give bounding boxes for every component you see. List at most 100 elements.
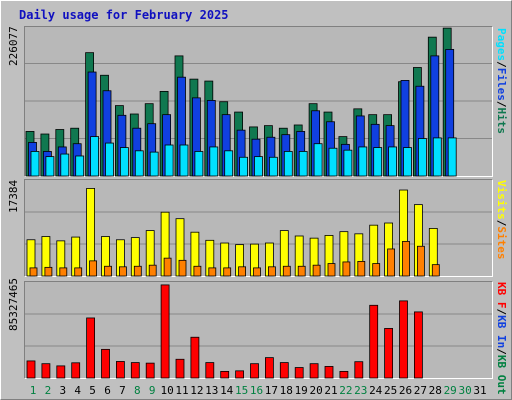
bar-pages-day-7 — [120, 147, 129, 177]
bar-sites-day-6 — [104, 265, 112, 277]
x-tick-label-3: 3 — [59, 384, 66, 397]
bar-kb-day-17 — [264, 357, 274, 379]
bar-pages-day-18 — [283, 151, 293, 177]
bar-sites-day-11 — [178, 259, 187, 277]
bar-sites-day-23 — [357, 261, 366, 277]
x-tick-label-15: 15 — [235, 384, 248, 397]
bar-pages-day-2 — [45, 156, 55, 177]
bar-kb-day-12 — [190, 336, 200, 379]
bar-kb-day-26 — [399, 300, 408, 379]
bar-kb-day-21 — [324, 366, 334, 379]
bar-sites-day-2 — [44, 266, 53, 277]
bar-sites-day-20 — [312, 264, 321, 277]
bar-sites-day-18 — [282, 265, 291, 277]
bar-kb-day-4 — [71, 362, 81, 379]
x-tick-label-16: 16 — [250, 384, 263, 397]
bar-kb-day-1 — [26, 360, 36, 379]
bar-kb-day-27 — [413, 311, 423, 379]
bar-kb-day-20 — [309, 363, 319, 379]
bar-sites-day-17 — [267, 266, 276, 277]
bar-kb-day-19 — [294, 367, 304, 379]
bar-kb-day-15 — [235, 370, 245, 379]
bar-kb-day-22 — [339, 370, 349, 379]
bar-sites-day-14 — [223, 267, 232, 277]
bar-kb-day-7 — [116, 361, 125, 379]
x-tick-label-19: 19 — [295, 384, 308, 397]
bar-kb-day-11 — [175, 358, 185, 379]
bar-kb-day-23 — [354, 361, 364, 379]
bar-sites-day-22 — [342, 261, 351, 277]
bar-sites-day-16 — [253, 267, 261, 277]
bar-pages-day-29 — [447, 137, 457, 177]
x-tick-label-21: 21 — [324, 384, 337, 397]
chart-title: Daily usage for February 2025 — [19, 8, 229, 22]
bar-pages-day-22 — [343, 149, 353, 177]
bar-sites-day-24 — [372, 263, 381, 277]
x-tick-label-30: 30 — [458, 384, 471, 397]
bar-pages-day-21 — [328, 147, 338, 177]
bar-pages-day-25 — [388, 146, 398, 177]
bar-kb-day-24 — [369, 304, 379, 379]
bar-pages-day-20 — [313, 143, 323, 177]
bar-pages-day-19 — [298, 151, 308, 177]
x-tick-label-28: 28 — [429, 384, 442, 397]
bar-pages-day-12 — [194, 151, 204, 177]
bar-sites-day-28 — [431, 264, 440, 277]
x-tick-label-18: 18 — [280, 384, 293, 397]
bar-sites-day-25 — [387, 248, 396, 277]
bar-kb-day-18 — [279, 362, 289, 379]
bar-sites-day-27 — [416, 245, 425, 277]
bar-pages-day-26 — [403, 147, 412, 177]
x-tick-label-6: 6 — [104, 384, 111, 397]
bar-kb-day-3 — [56, 365, 66, 379]
bar-kb-day-16 — [250, 363, 259, 379]
bar-sites-day-3 — [59, 267, 68, 277]
bar-pages-day-28 — [432, 137, 442, 177]
bar-pages-day-17 — [268, 156, 278, 177]
bar-pages-day-9 — [149, 151, 159, 177]
bar-sites-day-19 — [297, 265, 306, 277]
x-tick-label-13: 13 — [205, 384, 218, 397]
x-tick-label-4: 4 — [74, 384, 81, 397]
bar-sites-day-1 — [29, 267, 38, 277]
bar-sites-day-9 — [148, 264, 157, 277]
bar-sites-day-4 — [74, 267, 83, 277]
bar-kb-day-5 — [86, 317, 95, 379]
x-tick-label-25: 25 — [384, 384, 397, 397]
x-tick-label-24: 24 — [369, 384, 383, 397]
x-tick-label-9: 9 — [149, 384, 156, 397]
bar-pages-day-14 — [224, 150, 234, 177]
x-tick-label-31: 31 — [473, 384, 486, 397]
bar-sites-day-26 — [402, 240, 410, 277]
x-tick-label-20: 20 — [309, 384, 322, 397]
bar-kb-day-13 — [205, 362, 215, 379]
bar-sites-day-12 — [193, 265, 202, 277]
bar-sites-day-15 — [238, 266, 247, 277]
bar-pages-day-6 — [105, 142, 114, 177]
bar-sites-day-5 — [89, 260, 97, 277]
bar-pages-day-16 — [254, 156, 263, 177]
x-tick-label-14: 14 — [220, 384, 234, 397]
x-tick-label-29: 29 — [444, 384, 457, 397]
bar-pages-day-15 — [239, 156, 249, 177]
bar-pages-day-23 — [358, 146, 368, 177]
bar-sites-day-21 — [327, 263, 336, 277]
bar-pages-day-11 — [179, 144, 189, 177]
bar-sites-day-13 — [208, 267, 217, 277]
bar-kb-day-2 — [41, 363, 51, 379]
x-tick-label-1: 1 — [30, 384, 37, 397]
bar-pages-day-5 — [90, 136, 99, 177]
x-tick-label-8: 8 — [134, 384, 141, 397]
bar-kb-day-10 — [160, 284, 170, 379]
bar-pages-day-8 — [134, 150, 144, 177]
bar-kb-day-25 — [384, 328, 394, 379]
bar-kb-day-9 — [145, 362, 155, 379]
bar-sites-day-10 — [163, 257, 172, 277]
bar-sites-day-8 — [133, 265, 142, 277]
x-tick-label-2: 2 — [45, 384, 52, 397]
x-tick-label-10: 10 — [160, 384, 173, 397]
x-tick-label-27: 27 — [414, 384, 427, 397]
bar-sites-day-7 — [119, 266, 127, 277]
x-tick-label-23: 23 — [354, 384, 367, 397]
